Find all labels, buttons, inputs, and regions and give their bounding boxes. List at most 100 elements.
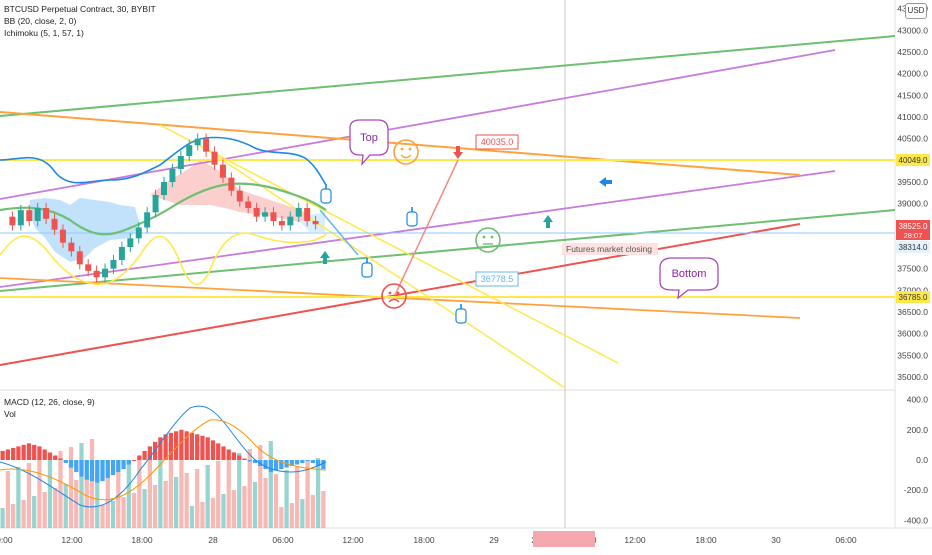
low-price-label: 36778.5	[475, 271, 519, 287]
candle-body	[135, 227, 142, 239]
macd-axis[interactable]: 400.0 200.0 0.0 -200.0 -400.0	[904, 395, 928, 526]
volume-bar	[237, 453, 242, 528]
volume-bar	[105, 468, 110, 528]
macd-histogram-bar	[289, 460, 294, 467]
candle-body	[34, 208, 41, 221]
macd-histogram-bar	[179, 429, 184, 460]
bottom-callout-text: Bottom	[672, 268, 707, 280]
candle-body	[17, 210, 24, 226]
volume-bar	[89, 439, 95, 528]
bottom-callout: Bottom	[659, 257, 719, 300]
candle-body	[270, 212, 277, 221]
volume-bar	[252, 482, 258, 528]
hand-pointer-icon	[455, 304, 467, 324]
ichimoku-legend[interactable]: Ichimoku (5, 1, 57, 1)	[4, 28, 84, 38]
macd-histogram-bar	[168, 432, 174, 460]
volume-bar	[273, 474, 279, 528]
volume-bar	[16, 467, 21, 528]
macd-histogram-bar	[321, 460, 326, 470]
symbol-legend[interactable]: BTCUSD Perpetual Contract, 30, BYBIT	[4, 4, 156, 14]
down-arrow-icon	[453, 146, 463, 159]
candle-body	[312, 221, 319, 225]
time-tick-label: 18:00	[131, 535, 153, 545]
vol-legend[interactable]: Vol	[4, 409, 16, 419]
candle-body	[295, 208, 302, 217]
price-tick-label: 41500.0	[897, 90, 928, 100]
volume-bar	[126, 460, 131, 528]
time-tick-label: 28	[208, 535, 218, 545]
candle-body	[169, 169, 176, 182]
macd-histogram-bar	[89, 460, 95, 482]
red-trend-line	[0, 223, 801, 366]
volume-bar	[289, 503, 294, 528]
time-tick-label: 12:00	[624, 535, 646, 545]
level-badge-38314: 38314.0	[896, 241, 930, 253]
volume-bar	[95, 472, 100, 528]
futures-note: Futures market closing	[562, 243, 658, 255]
macd-histogram-bar	[294, 460, 300, 465]
candle-body	[194, 138, 201, 146]
currency-button[interactable]: USD	[905, 3, 927, 19]
svg-text:36778.5: 36778.5	[481, 274, 514, 284]
volume-bar	[21, 500, 26, 528]
crosshair-time-badge	[533, 531, 595, 547]
macd-histogram-bar	[26, 443, 32, 460]
candle-body	[245, 201, 252, 208]
candle-body	[228, 177, 235, 191]
macd-histogram-bar	[300, 460, 305, 464]
bb-legend[interactable]: BB (20, close, 2, 0)	[4, 16, 77, 26]
candle-body	[59, 229, 66, 243]
macd-histogram-bar	[137, 455, 142, 460]
candle-body	[85, 264, 92, 271]
macd-histogram-bar	[195, 434, 200, 460]
macd-histogram-bar	[11, 447, 16, 460]
macd-tick-label: 0.0	[916, 455, 928, 465]
volume-bar	[74, 480, 79, 528]
green-channel-lower	[0, 209, 896, 292]
volume-bar	[242, 486, 247, 528]
macd-histogram-bar	[163, 434, 168, 460]
time-tick-label: 06:00	[835, 535, 857, 545]
volume-bar	[284, 470, 289, 528]
macd-histogram-bar	[21, 444, 26, 460]
macd-histogram-bar	[205, 437, 210, 460]
candle-body	[152, 195, 159, 213]
candle-body	[118, 247, 125, 260]
svg-text:38314.0: 38314.0	[899, 243, 928, 252]
volume-bar	[84, 476, 89, 528]
macd-legend[interactable]: MACD (12, 26, close, 9)	[4, 397, 95, 407]
candle-body	[262, 212, 269, 217]
svg-text:40035.0: 40035.0	[481, 137, 514, 147]
macd-histogram-bar	[189, 432, 195, 460]
macd-histogram-bar	[279, 460, 284, 470]
candle-body	[102, 268, 109, 278]
macd-histogram-bar	[305, 460, 310, 462]
ichimoku-baseline	[0, 182, 327, 236]
price-tick-label: 39500.0	[897, 177, 928, 187]
volume-bar	[158, 448, 163, 528]
macd-histogram-bar	[110, 460, 116, 476]
macd-histogram-bar	[221, 446, 226, 460]
volume-bar	[110, 501, 116, 528]
candle-body	[110, 260, 117, 269]
macd-histogram-bar	[226, 449, 231, 460]
time-tick-label: 18:00	[695, 535, 717, 545]
candle-body	[287, 216, 294, 226]
up-arrow-icon	[320, 251, 330, 264]
macd-histogram-bar	[116, 460, 121, 473]
macd-line	[0, 405, 327, 508]
green-channel-upper	[0, 35, 896, 117]
candles	[9, 133, 319, 283]
purple-channel-lower	[0, 170, 836, 288]
macd-histogram-bar	[121, 460, 126, 470]
candle-body	[26, 210, 33, 221]
price-axis[interactable]: 43500.043000.042500.042000.041500.041000…	[897, 4, 928, 382]
macd-histogram-bar	[273, 460, 279, 471]
volume-bar	[174, 477, 179, 528]
macd-histogram-bar	[142, 450, 147, 460]
ichimoku-cloud-bearish	[150, 160, 310, 222]
volume-bar	[142, 489, 147, 528]
macd-histogram-bar	[126, 460, 131, 465]
